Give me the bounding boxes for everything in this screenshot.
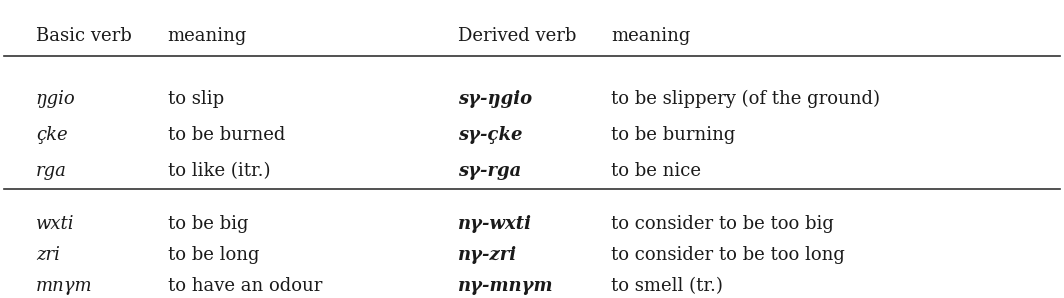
Text: to smell (tr.): to smell (tr.) (611, 277, 724, 295)
Text: to be big: to be big (168, 215, 248, 233)
Text: Basic verb: Basic verb (36, 27, 132, 46)
Text: to be burned: to be burned (168, 126, 285, 144)
Text: sγ-çke: sγ-çke (459, 126, 522, 144)
Text: wxti: wxti (36, 215, 74, 233)
Text: to slip: to slip (168, 90, 223, 108)
Text: to be slippery (of the ground): to be slippery (of the ground) (611, 90, 880, 108)
Text: zri: zri (36, 246, 60, 264)
Text: mnγm: mnγm (36, 277, 93, 295)
Text: to consider to be too big: to consider to be too big (611, 215, 834, 233)
Text: meaning: meaning (611, 27, 691, 46)
Text: çke: çke (36, 126, 67, 144)
Text: nγ-zri: nγ-zri (459, 246, 517, 264)
Text: to like (itr.): to like (itr.) (168, 162, 270, 180)
Text: to have an odour: to have an odour (168, 277, 322, 295)
Text: Derived verb: Derived verb (459, 27, 577, 46)
Text: to be nice: to be nice (611, 162, 701, 180)
Text: to be long: to be long (168, 246, 260, 264)
Text: rga: rga (36, 162, 67, 180)
Text: meaning: meaning (168, 27, 247, 46)
Text: to be burning: to be burning (611, 126, 735, 144)
Text: sγ-ŋgio: sγ-ŋgio (459, 90, 532, 108)
Text: sγ-rga: sγ-rga (459, 162, 521, 180)
Text: nγ-mnγm: nγ-mnγm (459, 277, 553, 295)
Text: to consider to be too long: to consider to be too long (611, 246, 845, 264)
Text: ŋgio: ŋgio (36, 90, 76, 108)
Text: nγ-wxti: nγ-wxti (459, 215, 532, 233)
